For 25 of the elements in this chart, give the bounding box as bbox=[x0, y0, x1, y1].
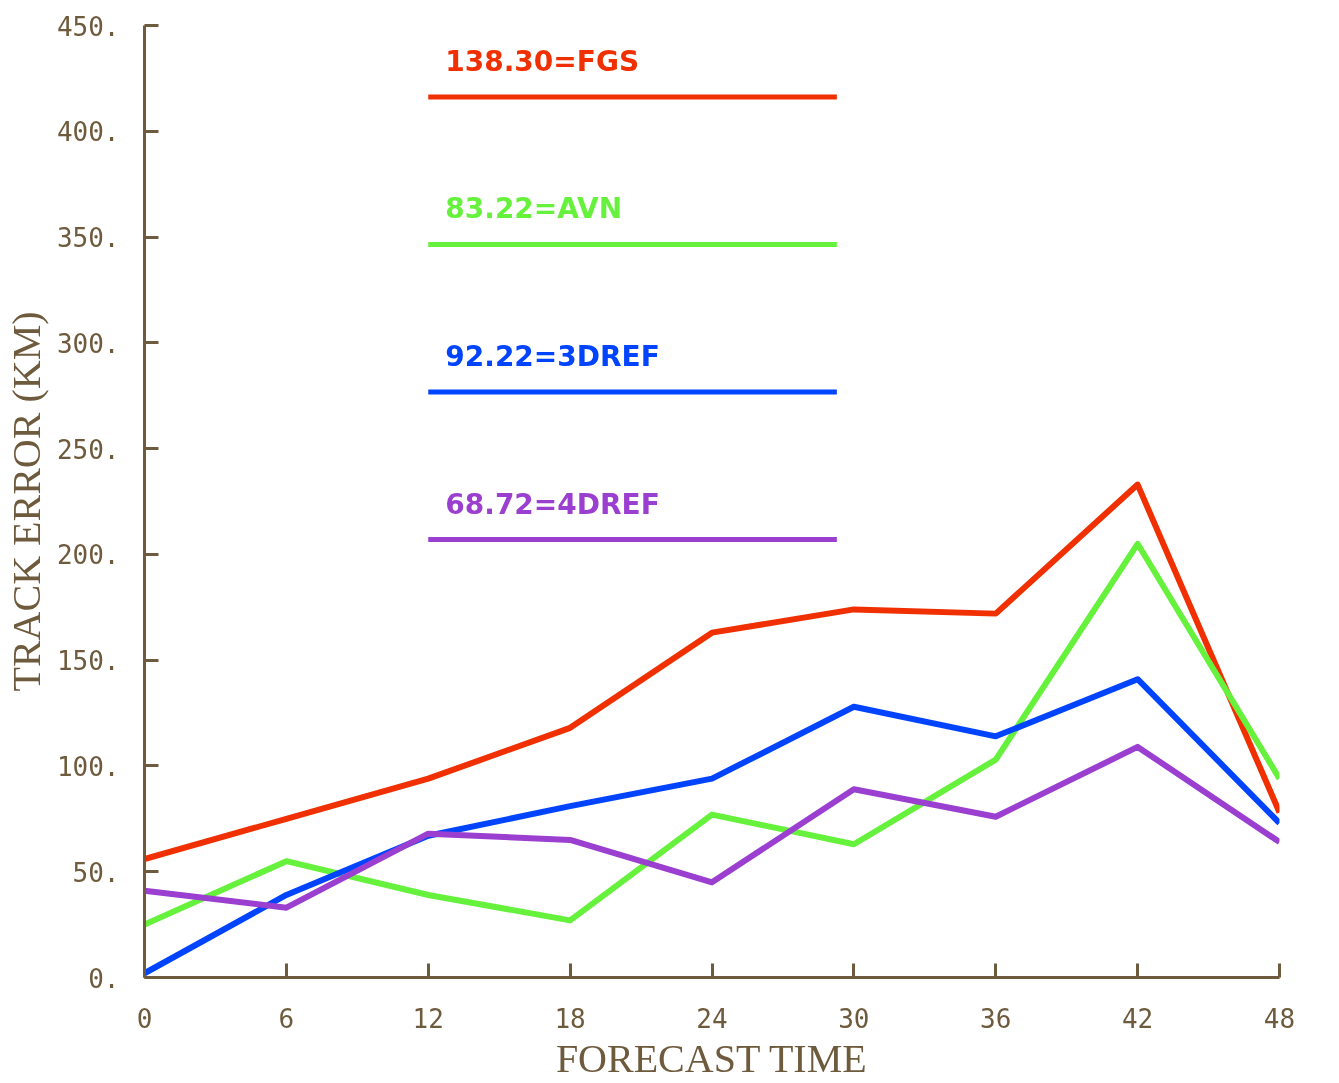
x-axis-title: FORECAST TIME bbox=[555, 1035, 867, 1081]
x-tick-label: 6 bbox=[278, 1003, 295, 1034]
y-tick-label: 300. bbox=[56, 328, 120, 359]
x-tick-label: 42 bbox=[1121, 1003, 1154, 1034]
x-tick-label: 36 bbox=[980, 1003, 1012, 1034]
y-tick-label: 450. bbox=[56, 11, 120, 42]
x-tick-label: 12 bbox=[412, 1003, 444, 1034]
y-tick-label: 150. bbox=[56, 646, 120, 677]
x-tick-label: 24 bbox=[696, 1003, 728, 1034]
text: 92.22=3DREF bbox=[445, 339, 660, 373]
x-tick-label: 0 bbox=[136, 1003, 153, 1034]
y-tick-label: 250. bbox=[56, 434, 120, 465]
text: 138.30=FGS bbox=[445, 44, 640, 78]
y-axis-title: TRACK ERROR (KM) bbox=[3, 311, 49, 692]
text: 83.22=AVN bbox=[445, 192, 623, 226]
x-tick-label: 48 bbox=[1263, 1003, 1296, 1034]
text: 68.72=4DREF bbox=[445, 487, 660, 521]
x-tick-label: 18 bbox=[554, 1003, 586, 1034]
y-tick-label: 0. bbox=[88, 963, 120, 994]
y-tick-label: 350. bbox=[56, 223, 120, 254]
x-tick-label: 30 bbox=[838, 1003, 870, 1034]
y-tick-label: 400. bbox=[56, 117, 120, 148]
y-tick-label: 100. bbox=[56, 751, 120, 782]
y-tick-label: 200. bbox=[56, 540, 120, 571]
y-tick-label: 50. bbox=[72, 857, 120, 888]
